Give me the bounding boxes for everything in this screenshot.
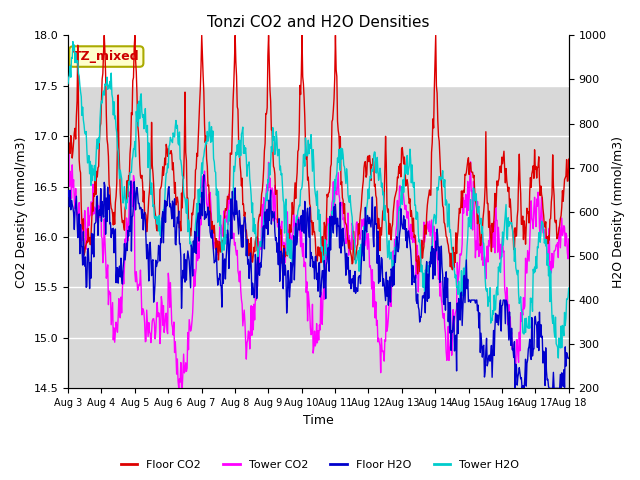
Bar — [68, 86, 569, 388]
Y-axis label: CO2 Density (mmol/m3): CO2 Density (mmol/m3) — [15, 136, 28, 288]
Text: TZ_mixed: TZ_mixed — [73, 50, 140, 63]
X-axis label: Time: Time — [303, 414, 333, 427]
Y-axis label: H2O Density (mmol/m3): H2O Density (mmol/m3) — [612, 136, 625, 288]
Legend: Floor CO2, Tower CO2, Floor H2O, Tower H2O: Floor CO2, Tower CO2, Floor H2O, Tower H… — [116, 456, 524, 474]
Title: Tonzi CO2 and H2O Densities: Tonzi CO2 and H2O Densities — [207, 15, 429, 30]
